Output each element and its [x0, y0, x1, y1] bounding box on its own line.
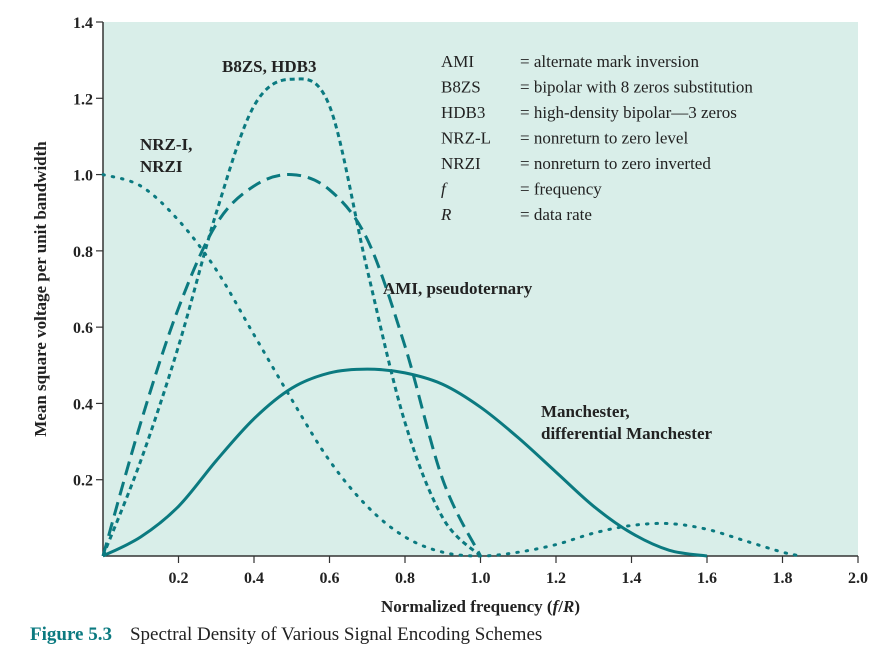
x-tick-label: 1.4	[622, 570, 642, 587]
legend-term: HDB3	[441, 103, 485, 122]
spectral-density-chart: 0.2 0.4 0.6 0.8 1.0 1.2 1.4 1.6 1.8 2.0 0.2 0.4 0.6 0…	[31, 15, 868, 616]
y-tick-label: 1.4	[73, 15, 93, 32]
legend-definition: = high-density bipolar—3 zeros	[520, 103, 737, 122]
series-line-2	[101, 77, 482, 558]
legend-term: AMI	[441, 52, 474, 71]
series-line-3	[102, 367, 708, 558]
figure-caption-text: Spectral Density of Various Signal Encod…	[129, 624, 543, 645]
series-line-0	[101, 173, 803, 558]
series-label-3: Manchester, differential Manchester	[541, 402, 713, 443]
legend-definition: = frequency	[520, 180, 602, 199]
series-label-1: B8ZS, HDB3	[222, 57, 316, 76]
x-tick-label: 1.2	[546, 570, 566, 587]
x-tick-label: 2.0	[848, 570, 868, 587]
x-tick-label: 0.8	[395, 570, 415, 587]
y-tick-label: 0.4	[73, 396, 93, 413]
series-label-2: AMI, pseudoternary	[383, 279, 533, 298]
y-tick-label: 1.0	[73, 168, 93, 185]
legend-term: R	[440, 205, 452, 224]
legend-definition: = nonreturn to zero inverted	[520, 154, 711, 173]
legend-term: f	[441, 180, 448, 199]
y-tick-label: 0.2	[73, 473, 93, 490]
legend-definition: = alternate mark inversion	[520, 52, 700, 71]
y-tick-label: 0.6	[73, 320, 93, 337]
legend-definition: = bipolar with 8 zeros substitution	[520, 78, 753, 97]
y-axis-title: Mean square voltage per unit bandwidth	[31, 141, 50, 437]
x-axis-title: Normalized frequency (f/R)	[381, 597, 580, 616]
legend-term: NRZ-L	[441, 129, 491, 148]
x-tick-label: 0.4	[244, 570, 264, 587]
y-tick-label: 1.2	[73, 91, 93, 108]
x-tick-label: 1.0	[471, 570, 491, 587]
figure-number: Figure 5.3	[30, 624, 112, 645]
x-tick-label: 1.6	[697, 570, 717, 587]
legend-definition: = nonreturn to zero level	[520, 129, 688, 148]
legend-definition: = data rate	[520, 205, 592, 224]
legend-term: B8ZS	[441, 78, 481, 97]
plot-area	[103, 22, 858, 556]
series-line-1	[101, 173, 482, 557]
y-tick-label: 0.8	[73, 244, 93, 261]
x-tick-label: 1.8	[773, 570, 793, 587]
x-tick-label: 0.2	[169, 570, 189, 587]
figure-caption: Figure 5.3 Spectral Density of Various Si…	[30, 624, 542, 646]
legend-term: NRZI	[441, 154, 481, 173]
series-label-0: NRZ-I, NRZI	[140, 135, 192, 176]
x-tick-label: 0.6	[320, 570, 340, 587]
